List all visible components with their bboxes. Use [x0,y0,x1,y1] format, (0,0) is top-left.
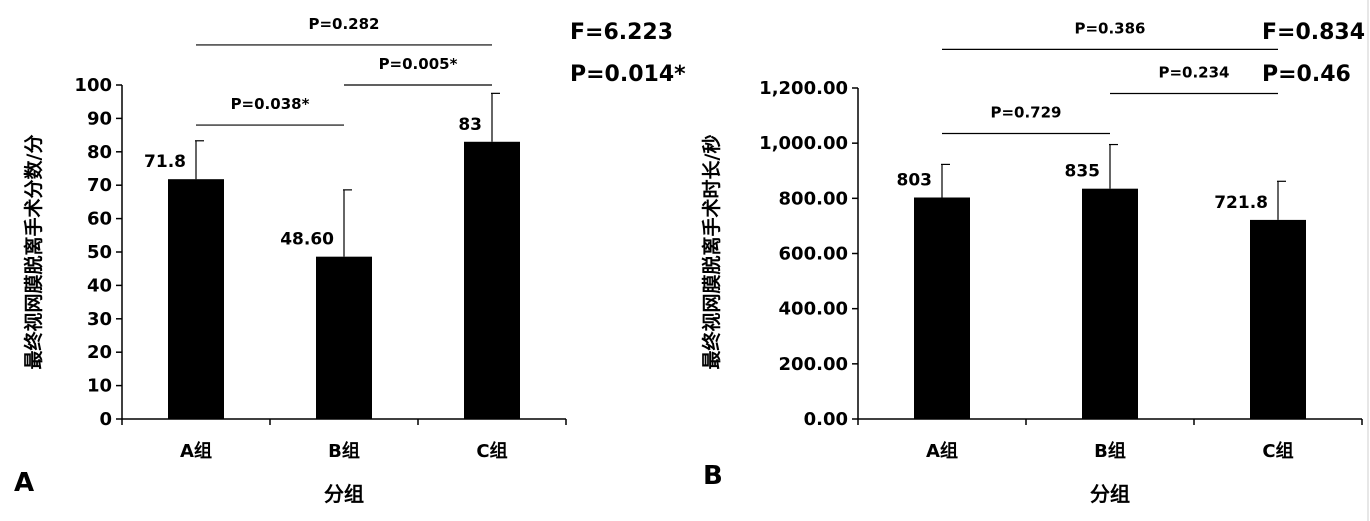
data-label: 721.8 [1214,193,1268,213]
y-tick-label: 50 [87,242,112,263]
stats-label: P=0.014* [570,62,686,87]
bar [914,197,970,419]
x-axis-title: 分组 [1090,482,1130,506]
stats-label: F=0.834 [1262,20,1365,45]
y-axis-title: 最终视网膜脱离手术时长/秒 [700,135,723,370]
bar [464,141,520,419]
y-tick-label: 1,200.00 [759,78,848,99]
x-tick-label: A组 [180,440,212,462]
y-tick-label: 400.00 [779,299,848,320]
comparison-p-label: P=0.234 [1158,64,1229,82]
y-tick-label: 0.00 [804,409,848,430]
bar [316,256,372,419]
y-tick-label: 80 [87,142,112,163]
x-axis-title: 分组 [324,482,364,506]
y-tick-label: 1,000.00 [759,133,848,154]
panel-a-chart: 0 10 20 30 40 50 60 70 80 90 100 71.8 A组 48.60 B组 83 C组 P… [14,15,686,506]
y-tick-label: 100 [74,75,112,96]
x-tick-label: C组 [476,440,507,462]
y-axis-title: 最终视网膜脱离手术分数/分 [22,135,45,370]
y-tick-label: 30 [87,309,112,330]
data-label: 803 [897,171,933,191]
y-tick-label: 0 [99,409,112,430]
y-tick-label: 70 [87,175,112,196]
data-label: 48.60 [280,230,334,250]
y-tick-label: 90 [87,108,112,129]
bar [168,179,224,419]
comparison-p-label: P=0.386 [1074,19,1145,37]
comparison-p-label: P=0.729 [990,104,1061,122]
comparison-p-label: P=0.282 [308,15,379,33]
y-tick-label: 800.00 [779,188,848,209]
y-tick-label: 10 [87,376,112,397]
panel-label: B [703,461,723,491]
bar [1082,188,1138,419]
y-tick-label: 20 [87,342,112,363]
panel-b-chart: 0.00 200.00 400.00 600.00 800.00 1,000.00 1,20… [700,19,1365,506]
stats-label: P=0.46 [1262,62,1351,87]
comparison-p-label: P=0.038* [231,95,310,113]
x-tick-label: B组 [328,440,360,462]
data-label: 83 [458,115,482,135]
stats-label: F=6.223 [570,20,673,45]
y-tick-label: 200.00 [779,354,848,375]
data-label: 835 [1065,162,1101,182]
y-tick-label: 600.00 [779,244,848,265]
panel-label: A [14,468,34,498]
x-tick-label: B组 [1094,440,1126,462]
y-tick-label: 60 [87,209,112,230]
data-label: 71.8 [144,152,186,172]
x-tick-label: C组 [1262,440,1293,462]
comparison-p-label: P=0.005* [379,55,458,73]
bar [1250,219,1306,419]
x-tick-label: A组 [926,440,958,462]
y-tick-label: 40 [87,275,112,296]
